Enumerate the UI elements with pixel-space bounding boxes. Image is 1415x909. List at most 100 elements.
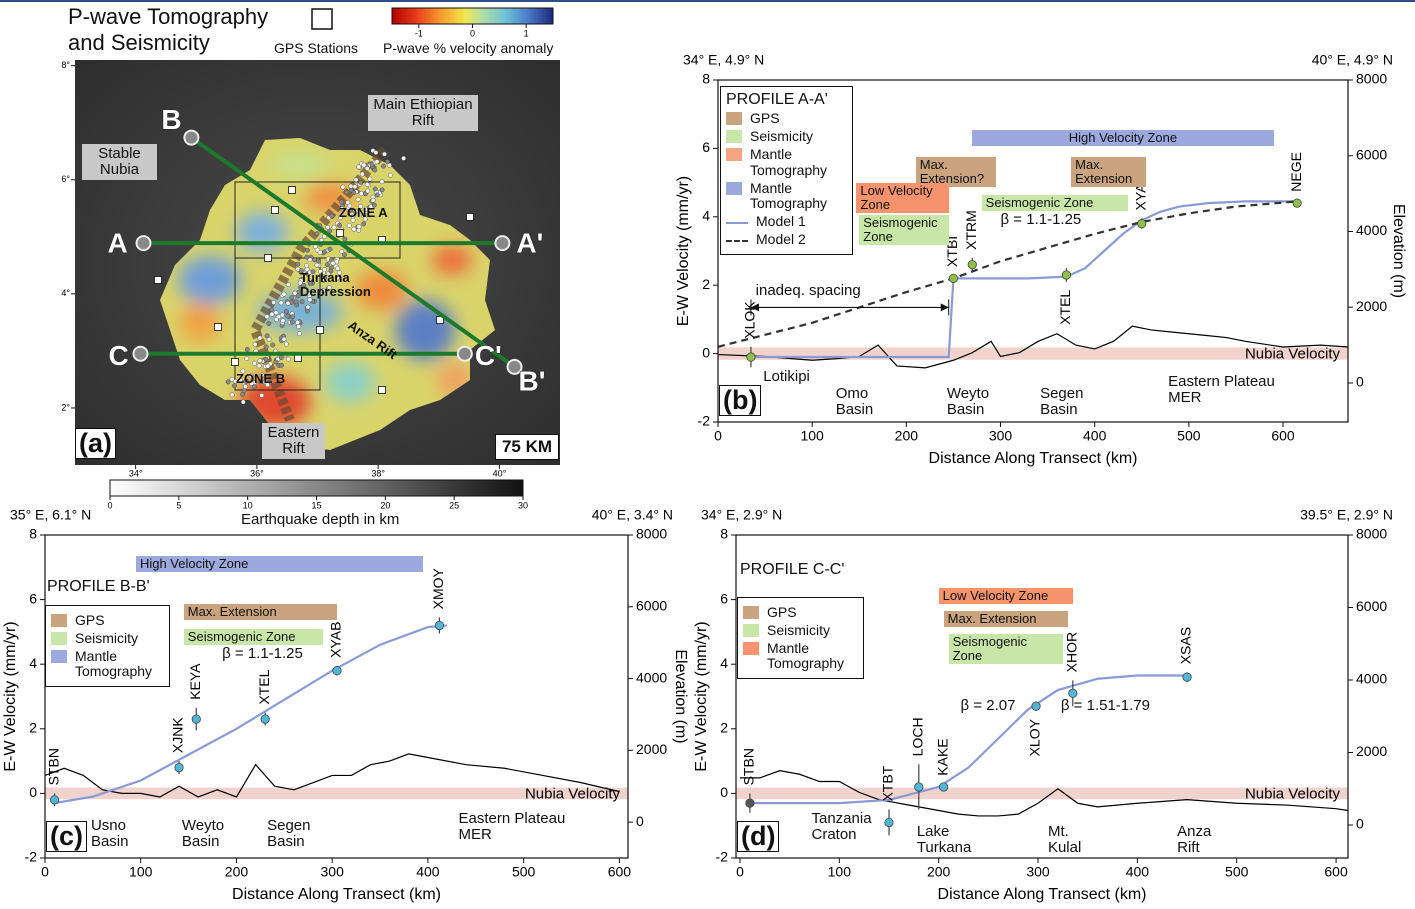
zone: Max. Extension	[1071, 157, 1146, 187]
panel-label: (a)	[75, 428, 116, 459]
legend: GPS Seismicity Mantle Tomography	[737, 597, 864, 679]
zone: Low Velocity Zone	[939, 588, 1073, 604]
zone-label: Low Velocity Zone	[943, 589, 1069, 603]
legend-title: PROFILE C-C'	[740, 561, 844, 578]
legend-label: Mantle Tomography	[75, 649, 164, 679]
zone: Seismogenic Zone	[859, 215, 948, 245]
zone-label: Seismogenic Zone	[953, 635, 1059, 663]
zone: Seismogenic Zone	[982, 195, 1128, 211]
annotation: Lotikipi	[763, 369, 843, 385]
zone: Max. Extension	[944, 611, 1068, 627]
legend-swatch	[726, 182, 742, 195]
legend-label: Mantle Tomography	[750, 181, 847, 211]
panel-label: (b)	[719, 385, 761, 416]
legend-swatch	[743, 606, 759, 619]
annotation: Omo Basin	[836, 386, 884, 418]
legend-entry: Model 2	[726, 232, 847, 247]
legend-swatch	[743, 642, 759, 655]
annotation: Mt. Kulal	[1048, 824, 1098, 856]
annotation: Lake Turkana	[917, 824, 977, 856]
zone: High Velocity Zone	[972, 130, 1273, 146]
legend-swatch	[726, 148, 742, 161]
legend-entry: Mantle Tomography	[726, 181, 847, 211]
legend-label: Model 2	[756, 232, 806, 247]
figure: -10105101520253034°36°38°40°2°4°6°8°AA'B…	[0, 0, 1415, 909]
zone-label: Low Velocity Zone	[860, 184, 944, 212]
zone-label: Max. Extension	[948, 612, 1064, 626]
map-label: Anza Rift	[345, 318, 419, 375]
overlay: P-wave Tomography and SeismicityGPS Stat…	[0, 0, 1415, 909]
map-label: Eastern Rift	[262, 423, 325, 459]
panel-label: (c)	[46, 821, 87, 852]
annotation: Eastern Plateau MER	[459, 811, 579, 843]
zone-label: Max. Extension	[188, 605, 333, 619]
depth-colorbar-label: Earthquake depth in km	[241, 512, 399, 528]
map-label: Stable Nubia	[82, 144, 157, 180]
zone: Seismogenic Zone	[184, 629, 323, 645]
annotation: β = 1.51-1.79	[1061, 698, 1191, 714]
legend-swatch	[726, 130, 742, 143]
legend-label: Model 1	[756, 214, 806, 229]
annotation: Tanzania Craton	[812, 811, 892, 843]
legend-swatch	[726, 112, 742, 125]
legend-entry: Seismicity	[726, 129, 847, 144]
legend-label: Seismicity	[767, 623, 830, 638]
legend: GPS Seismicity Mantle Tomography	[45, 605, 170, 687]
zone-label: Seismogenic Zone	[188, 630, 319, 644]
gps-legend-label: GPS Stations	[274, 41, 358, 56]
map-label: Main Ethiopian Rift	[368, 95, 478, 131]
legend: PROFILE A-A' GPS Seismicity Mantle Tomograp…	[720, 86, 853, 255]
legend-entry: Seismicity	[743, 623, 858, 638]
legend-title: PROFILE A-A'	[726, 91, 847, 108]
annotation: Usno Basin	[91, 818, 136, 850]
legend-label: Seismicity	[750, 129, 813, 144]
legend-swatch	[51, 614, 67, 627]
legend-entry: GPS	[743, 605, 858, 620]
annotation: inadeq. spacing	[756, 283, 876, 299]
annotation: Weyto Basin	[947, 386, 995, 418]
zone: Max. Extension	[184, 604, 337, 620]
legend-entry: Mantle Tomography	[51, 649, 164, 679]
legend-label: Seismicity	[75, 631, 138, 646]
legend-label: GPS	[75, 613, 105, 628]
legend-line	[726, 222, 748, 224]
legend-entry: Model 1	[726, 214, 847, 229]
map-label: ZONE A	[339, 206, 429, 220]
velocity-colorbar-label: P-wave % velocity anomaly	[383, 41, 553, 56]
legend-swatch	[51, 650, 67, 663]
zone-label: Seismogenic Zone	[986, 196, 1124, 210]
panel-label: (d)	[737, 821, 779, 852]
zone-label: High Velocity Zone	[140, 557, 419, 571]
zone: Low Velocity Zone	[856, 183, 948, 213]
legend-label: GPS	[750, 111, 780, 126]
annotation: Eastern Plateau MER	[1168, 374, 1298, 406]
annotation: Anza Rift	[1177, 824, 1227, 856]
scale-label: 75 KM	[495, 434, 559, 460]
legend-title: PROFILE B-B'	[47, 578, 150, 595]
map-title: P-wave Tomography and Seismicity	[68, 4, 296, 57]
legend-swatch	[743, 624, 759, 637]
legend-label: Mantle Tomography	[767, 641, 858, 671]
annotation: β = 1.1-1.25	[1001, 212, 1121, 228]
zone: Seismogenic Zone	[949, 634, 1063, 664]
annotation: Weyto Basin	[182, 818, 227, 850]
legend-swatch	[51, 632, 67, 645]
annotation: β = 2.07	[961, 698, 1041, 714]
map-label: ZONE B	[236, 372, 316, 386]
annotation: Segen Basin	[1040, 386, 1088, 418]
legend-line	[726, 240, 748, 242]
legend-entry: Seismicity	[51, 631, 164, 646]
legend-label: GPS	[767, 605, 797, 620]
annotation: β = 1.1-1.25	[222, 646, 352, 662]
legend-label: Mantle Tomography	[750, 147, 847, 177]
map-label: Turkana Depression	[300, 271, 395, 299]
legend-entry: Mantle Tomography	[726, 147, 847, 177]
annotation: Segen Basin	[267, 818, 312, 850]
zone-label: High Velocity Zone	[976, 131, 1269, 145]
legend-entry: GPS	[726, 111, 847, 126]
legend-entry: Mantle Tomography	[743, 641, 858, 671]
zone-label: Max. Extension	[1075, 158, 1142, 186]
zone-label: Seismogenic Zone	[863, 216, 944, 244]
legend-entry: GPS	[51, 613, 164, 628]
zone: High Velocity Zone	[136, 556, 423, 572]
